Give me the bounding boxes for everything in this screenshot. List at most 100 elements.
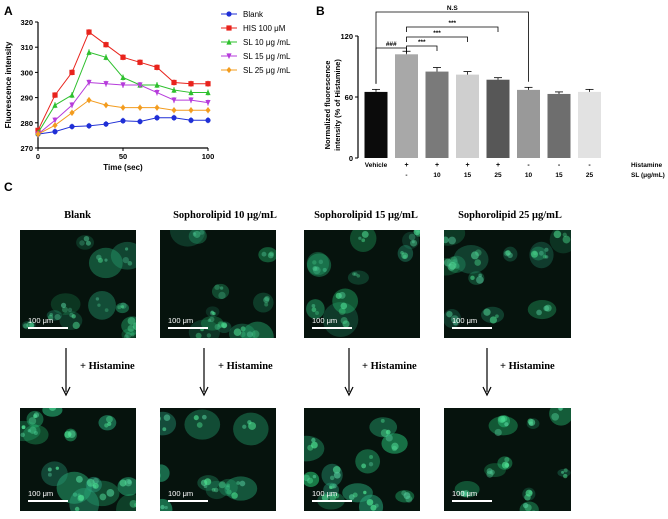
down-arrow-icon — [61, 348, 71, 397]
cell — [55, 466, 59, 470]
data-point — [154, 89, 160, 96]
cell — [542, 254, 547, 259]
y-axis-label-line2: intensity (% of Histamine) — [333, 59, 342, 151]
cell-cluster — [241, 321, 274, 338]
scale-bar-label: 100 μm — [452, 316, 478, 325]
data-point — [52, 117, 58, 124]
cell — [261, 251, 267, 257]
cell — [483, 308, 491, 316]
scale-bar — [312, 500, 352, 502]
micrograph-sl25-after: 100 μm — [444, 408, 571, 511]
data-point — [137, 118, 143, 125]
cell — [410, 239, 418, 247]
cell — [74, 506, 80, 511]
cell-cluster — [218, 478, 238, 497]
cell — [162, 427, 167, 432]
data-point — [137, 82, 143, 89]
cell-cluster — [42, 408, 63, 417]
sl-dose: - — [405, 172, 407, 179]
cell — [251, 330, 260, 338]
cell — [160, 504, 165, 510]
cell — [120, 305, 125, 309]
cell — [20, 432, 26, 438]
legend-label: Blank — [243, 10, 264, 19]
cell — [312, 266, 321, 275]
cell — [85, 240, 91, 246]
cell — [551, 412, 560, 421]
cell-cluster — [304, 435, 325, 462]
significance-label: *** — [448, 20, 456, 27]
data-point — [52, 129, 58, 135]
cell — [348, 494, 355, 500]
histamine-sign: + — [465, 162, 469, 169]
cell — [122, 256, 129, 264]
cell — [130, 332, 135, 337]
bar-chart-normalized-fluorescence: 0 60 120 Normalized fluorescence intensity (… — [323, 5, 665, 179]
cell — [226, 483, 230, 488]
cell — [329, 494, 337, 502]
legend-label: HIS 100 μM — [243, 24, 286, 33]
cell — [311, 307, 317, 313]
cell — [478, 273, 482, 278]
cell — [470, 275, 475, 281]
cell — [64, 431, 72, 439]
cell — [60, 302, 67, 308]
data-point — [86, 29, 92, 35]
cell — [127, 479, 132, 485]
cell — [263, 297, 270, 304]
cell-fluorescence-image — [21, 235, 136, 338]
x-tick-label: 0 — [36, 152, 40, 161]
cell — [363, 490, 367, 495]
cell — [411, 240, 415, 244]
cell-cluster — [527, 300, 557, 320]
cell — [99, 493, 107, 501]
cell — [125, 331, 132, 338]
cell-cluster — [549, 408, 571, 426]
cell — [127, 324, 135, 332]
cell — [33, 412, 40, 418]
cell — [332, 483, 337, 489]
cell-cluster — [76, 235, 94, 250]
data-point — [171, 107, 177, 114]
cell — [221, 322, 228, 329]
cell — [207, 318, 211, 323]
cell — [356, 274, 361, 278]
y-tick-label: 60 — [345, 93, 353, 102]
series-4 — [35, 97, 211, 138]
cell — [528, 490, 533, 495]
cell — [352, 272, 356, 276]
cell — [500, 417, 506, 423]
cell — [340, 302, 348, 310]
cell — [332, 465, 341, 474]
histamine-label: + Histamine — [500, 361, 555, 372]
cell — [353, 272, 358, 276]
cell — [47, 314, 54, 320]
y-tick-label: 310 — [20, 43, 33, 52]
cell — [236, 481, 241, 485]
cell — [401, 252, 409, 260]
cell — [106, 488, 115, 497]
cell — [96, 254, 102, 261]
cell — [306, 477, 314, 484]
data-point — [120, 82, 126, 89]
data-point — [226, 38, 232, 45]
cell — [62, 306, 68, 313]
micro-title-blank: Blank — [64, 210, 91, 221]
cell-cluster — [98, 415, 117, 431]
cell — [92, 482, 99, 489]
micro-title-sl25: Sophorolipid 25 μg/mL — [458, 210, 562, 221]
cell-fluorescence-image — [304, 417, 415, 511]
cell — [219, 286, 224, 290]
down-arrow-icon — [482, 348, 492, 397]
histamine-sign: - — [527, 162, 530, 169]
cell-cluster — [557, 468, 571, 477]
data-point — [188, 117, 194, 123]
cell-cluster — [59, 311, 83, 330]
micro-title-sl15: Sophorolipid 15 μg/mL — [314, 210, 418, 221]
cell — [117, 305, 122, 310]
cell — [408, 233, 416, 241]
y-tick-label: 300 — [20, 68, 33, 77]
cell — [163, 414, 171, 422]
cell — [209, 316, 215, 323]
data-point — [86, 49, 92, 55]
